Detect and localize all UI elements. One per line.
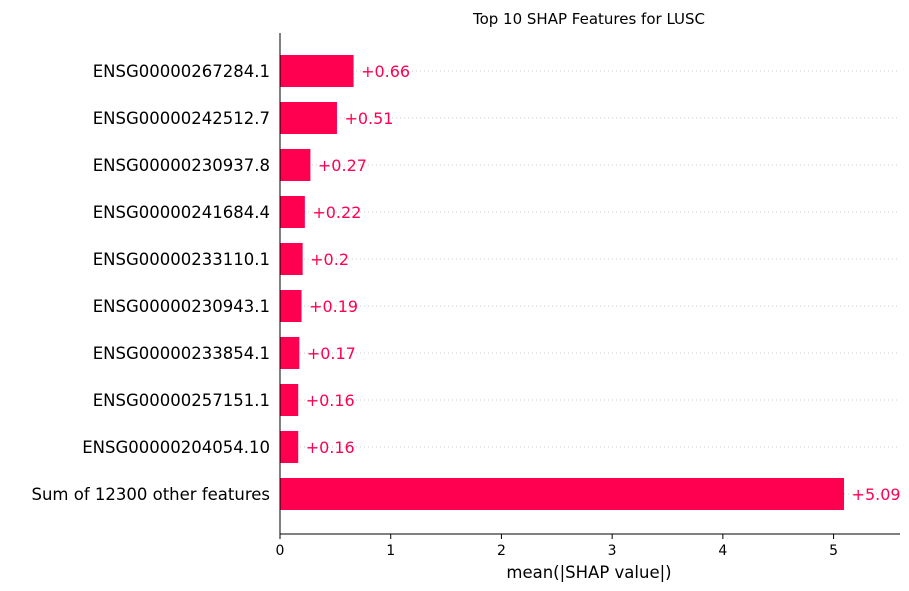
bar	[280, 55, 354, 87]
bar	[280, 478, 845, 510]
value-label: +0.16	[306, 391, 355, 410]
category-label: ENSG00000241684.4	[93, 203, 270, 222]
grid-lines	[280, 70, 900, 495]
labels: ENSG00000267284.1 +0.66 ENSG00000242512.7 +…	[31, 62, 900, 504]
bar	[280, 290, 302, 322]
category-label: Sum of 12300 other features	[31, 485, 270, 504]
value-label: +0.2	[310, 250, 349, 269]
category-label: ENSG00000230943.1	[93, 297, 270, 316]
x-tick-label: 1	[386, 543, 395, 559]
category-label: ENSG00000233110.1	[93, 250, 270, 269]
value-label: +0.51	[344, 109, 393, 128]
category-label: ENSG00000242512.7	[93, 109, 270, 128]
bar	[280, 243, 303, 275]
bar	[280, 196, 305, 228]
bar	[280, 337, 300, 369]
x-tick-label: 4	[718, 543, 727, 559]
category-label: ENSG00000204054.10	[82, 438, 270, 457]
x-tick-label: 3	[608, 543, 617, 559]
value-label: +0.17	[307, 344, 356, 363]
value-label: +0.16	[306, 438, 355, 457]
bar	[280, 149, 311, 181]
x-tick-label: 0	[276, 543, 285, 559]
category-label: ENSG00000230937.8	[93, 156, 270, 175]
value-label: +0.27	[318, 156, 367, 175]
x-tick-label: 2	[497, 543, 506, 559]
bars	[280, 55, 845, 510]
value-label: +0.19	[309, 297, 358, 316]
category-label: ENSG00000257151.1	[93, 391, 270, 410]
value-label: +0.66	[361, 62, 410, 81]
category-label: ENSG00000233854.1	[93, 344, 270, 363]
chart-title: Top 10 SHAP Features for LUSC	[472, 10, 705, 28]
value-label: +0.22	[312, 203, 361, 222]
x-tick-label: 5	[829, 543, 838, 559]
x-axis-label: mean(|SHAP value|)	[506, 563, 671, 582]
bar	[280, 431, 299, 463]
x-axis-ticks: 0 1 2 3 4 5	[276, 534, 838, 559]
bar	[280, 102, 337, 134]
category-label: ENSG00000267284.1	[93, 62, 270, 81]
value-label: +5.09	[852, 485, 901, 504]
bar	[280, 384, 299, 416]
